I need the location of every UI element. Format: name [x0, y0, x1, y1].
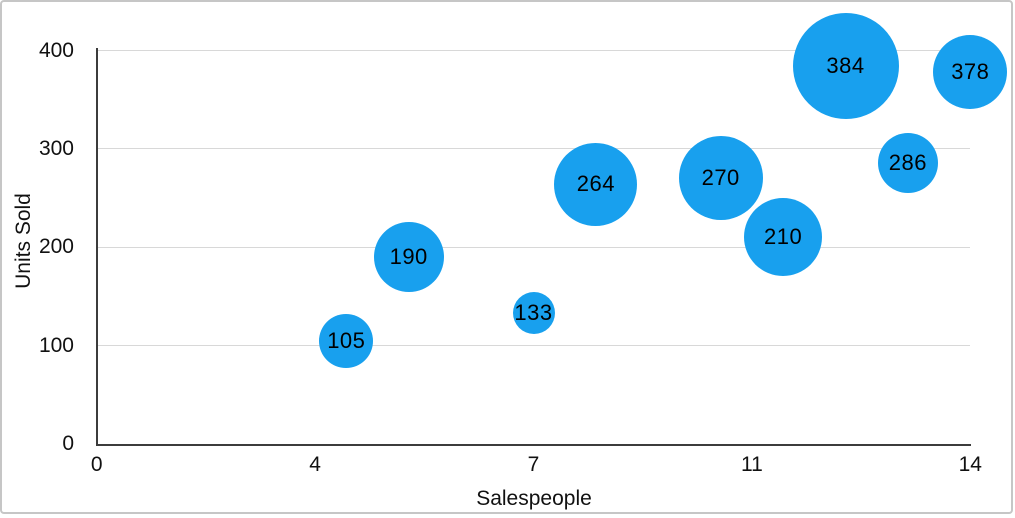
bubble-286[interactable]: 286	[877, 132, 938, 193]
x-tick-label-0: 0	[90, 453, 103, 476]
bubble-label: 286	[888, 149, 927, 175]
bubble-384[interactable]: 384	[792, 13, 899, 120]
y-axis-title: Units Sold	[12, 193, 35, 289]
gridline-y-100	[96, 345, 971, 347]
y-tick-label-300: 300	[38, 136, 74, 160]
y-tick-label-0: 0	[62, 432, 74, 455]
bubble-270[interactable]: 270	[678, 136, 763, 221]
bubble-133[interactable]: 133	[512, 292, 555, 335]
x-tick-label-7: 7	[527, 453, 540, 476]
x-axis-line	[95, 443, 971, 446]
y-tick-label-200: 200	[38, 235, 74, 259]
bubble-label: 378	[951, 59, 990, 85]
bubble-label: 210	[763, 224, 803, 250]
y-axis-line	[95, 48, 98, 445]
gridline-y-200	[96, 246, 971, 248]
bubble-378[interactable]: 378	[933, 35, 1008, 110]
bubble-label: 384	[826, 53, 865, 79]
bubble-210[interactable]: 210	[744, 198, 823, 277]
gridline-y-400	[96, 50, 971, 51]
y-tick-label-100: 100	[38, 333, 74, 357]
x-tick-label-11: 11	[740, 453, 763, 476]
y-tick-label-400: 400	[38, 38, 74, 62]
bubble-label: 264	[576, 171, 615, 197]
bubble-190[interactable]: 190	[373, 222, 444, 293]
gridline-y-300	[96, 148, 971, 150]
bubble-label: 190	[389, 244, 428, 270]
bubble-label: 270	[701, 165, 740, 191]
x-axis-title: Salespeople	[476, 487, 592, 510]
x-tick-label-4: 4	[309, 453, 321, 476]
x-tick-label-14: 14	[958, 453, 982, 476]
bubble-label: 133	[514, 300, 553, 326]
bubble-264[interactable]: 264	[554, 142, 638, 226]
bubble-105[interactable]: 105	[319, 313, 374, 368]
bubble-label: 105	[327, 327, 366, 353]
